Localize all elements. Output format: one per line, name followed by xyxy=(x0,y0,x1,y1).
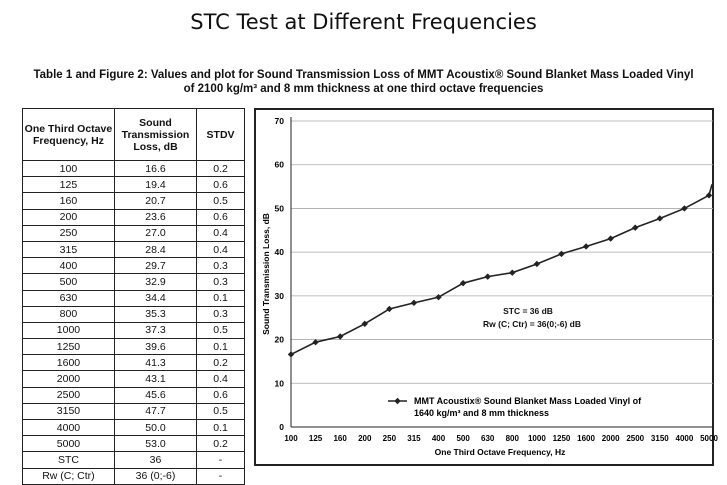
data-point-marker xyxy=(386,305,393,313)
x-tick-label: 1000 xyxy=(528,434,546,443)
column-header-transmission-loss: Sound Transmission Loss, dB xyxy=(113,108,198,161)
data-series-line xyxy=(290,194,710,356)
rw-annotation: Rw (C; Ctr) = 36(0;-6) dB xyxy=(483,319,581,329)
table-row: 1250 39.6 0.1 xyxy=(22,338,245,356)
legend-label-line-1: MMT Acoustix® Sound Blanket Mass Loaded … xyxy=(414,396,642,406)
y-tick-label: 20 xyxy=(275,335,285,345)
cell-stdv: 0.5 xyxy=(196,321,245,340)
stc-annotation: STC = 36 dB xyxy=(503,306,553,316)
data-point-marker xyxy=(459,279,467,287)
table-header-row: One Third Octave Frequency, Hz Sound Tra… xyxy=(22,108,245,161)
data-point-marker xyxy=(632,224,639,231)
x-tick-label: 315 xyxy=(407,434,421,443)
column-header-stdv: STDV xyxy=(196,108,245,161)
x-tick-label: 4000 xyxy=(676,434,694,443)
stc-values-table-container: One Third Octave Frequency, Hz Sound Tra… xyxy=(22,108,245,485)
cell-transmission-loss: 19.4 xyxy=(113,176,198,194)
cell-transmission-loss: 41.3 xyxy=(113,354,198,372)
legend-marker-swatch xyxy=(394,397,401,405)
data-point-marker xyxy=(312,338,319,346)
table-row: 1000 37.3 0.5 xyxy=(22,321,245,340)
x-tick-label: 800 xyxy=(506,434,520,443)
table-row: 250 27.0 0.4 xyxy=(22,224,245,242)
data-point-marker xyxy=(410,299,418,307)
data-point-marker xyxy=(484,273,491,280)
data-point-marker xyxy=(533,260,541,268)
cell-stdv: 0.6 xyxy=(196,208,245,226)
x-axis-label: One Third Octave Frequency, Hz xyxy=(435,447,566,457)
x-tick-label: 5000 xyxy=(700,434,718,443)
chart-frame xyxy=(254,108,714,466)
x-tick-label: 100 xyxy=(284,434,298,443)
y-tick-label: 0 xyxy=(279,422,284,432)
x-tick-label: 160 xyxy=(333,434,347,443)
data-point-marker xyxy=(287,351,295,358)
data-point-marker xyxy=(558,250,565,258)
x-tick-label: 630 xyxy=(481,434,495,443)
cell-stdv: 0.2 xyxy=(196,354,245,372)
table-row: 4000 50.0 0.1 xyxy=(22,418,245,437)
figure-caption: Table 1 and Figure 2: Values and plot fo… xyxy=(0,68,727,96)
cell-stdv: 0.5 xyxy=(196,192,245,210)
data-point-marker xyxy=(705,192,713,199)
data-point-marker xyxy=(681,205,688,212)
data-point-marker xyxy=(435,293,442,301)
cell-transmission-loss: 36 (0;-6) xyxy=(113,467,198,485)
cell-stdv: 0.1 xyxy=(196,418,245,437)
legend-label-line-2: 1640 kg/m³ and 8 mm thickness xyxy=(414,408,549,418)
stc-values-table: One Third Octave Frequency, Hz Sound Tra… xyxy=(22,108,245,485)
caption-line-2: of 2100 kg/m³ and 8 mm thickness at one … xyxy=(183,83,544,95)
y-tick-label: 60 xyxy=(275,160,285,170)
cell-frequency: Rw (C; Ctr) xyxy=(22,467,115,485)
cell-transmission-loss: 39.6 xyxy=(113,338,198,356)
data-point-marker xyxy=(336,333,344,340)
table-row: Rw (C; Ctr) 36 (0;-6) - xyxy=(22,467,245,485)
table-row: 125 19.4 0.6 xyxy=(22,176,245,194)
cell-stdv: 0.5 xyxy=(196,402,245,421)
table-row: 2500 45.6 0.6 xyxy=(22,386,245,404)
cell-stdv: - xyxy=(196,467,245,485)
x-tick-label: 500 xyxy=(456,434,470,443)
data-point-marker xyxy=(656,215,664,222)
x-tick-label: 400 xyxy=(432,434,446,443)
cell-frequency: 125 xyxy=(22,176,115,194)
x-tick-label: 2000 xyxy=(602,434,620,443)
x-tick-label: 2500 xyxy=(626,434,644,443)
caption-line-1: Table 1 and Figure 2: Values and plot fo… xyxy=(33,69,694,81)
cell-transmission-loss: 28.4 xyxy=(113,240,198,259)
data-point-marker xyxy=(607,235,614,242)
y-tick-label: 70 xyxy=(275,116,285,126)
x-tick-label: 250 xyxy=(383,434,397,443)
table-row: STC 36- xyxy=(22,451,245,469)
x-tick-label: 1600 xyxy=(577,434,595,443)
data-point-marker xyxy=(509,269,516,276)
y-tick-label: 50 xyxy=(275,203,285,213)
column-header-frequency: One Third Octave Frequency, Hz xyxy=(22,108,115,161)
page-title: STC Test at Different Frequencies xyxy=(190,10,537,34)
table-row: 160 20.7 0.5 xyxy=(22,192,245,210)
x-tick-label: 200 xyxy=(358,434,372,443)
x-tick-label: 1250 xyxy=(553,434,571,443)
y-tick-label: 40 xyxy=(275,247,285,257)
table-body: 100 16.6 0.2 125 19.4 0.6 160 20.7 0.5 200 23.6 0.6… xyxy=(22,159,245,485)
y-axis-label: Sound Transmission Loss, dB xyxy=(261,213,271,335)
table-row: 500 32.9 0.3 xyxy=(22,273,245,291)
cell-stdv: 0.1 xyxy=(196,338,245,356)
x-tick-label: 125 xyxy=(309,434,323,443)
cell-transmission-loss: 37.3 xyxy=(113,321,198,340)
x-tick-label: 3150 xyxy=(651,434,669,443)
table-row: 1600 41.3 0.2 xyxy=(22,354,245,372)
cell-transmission-loss: 20.7 xyxy=(113,192,198,210)
table-row: 3150 47.7 0.5 xyxy=(22,402,245,421)
data-point-marker xyxy=(582,243,590,250)
y-tick-label: 10 xyxy=(275,378,285,388)
y-tick-label: 30 xyxy=(275,291,285,301)
data-point-marker xyxy=(361,320,368,328)
